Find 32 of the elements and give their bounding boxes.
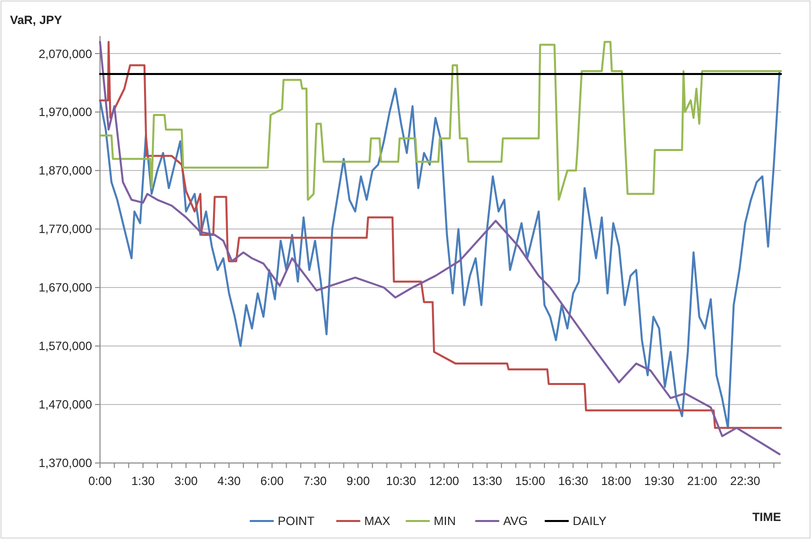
x-tick-label: 21:00	[687, 474, 718, 488]
y-tick-label: 1,470,000	[38, 398, 92, 412]
x-tick-label: 6:00	[260, 474, 284, 488]
legend-label: MIN	[434, 514, 456, 528]
x-tick-label: 4:30	[217, 474, 242, 488]
x-tick-label: 0:00	[88, 474, 112, 488]
line-series	[99, 40, 782, 201]
x-tick-label: 16:30	[558, 474, 588, 488]
x-tick-label: 3:00	[174, 474, 198, 488]
y-tick-label: 1,870,000	[38, 164, 92, 178]
y-tick-label: 1,370,000	[38, 456, 92, 470]
x-tick-label: 15:00	[515, 474, 546, 488]
y-tick-label: 1,970,000	[38, 105, 92, 120]
x-tick-label: 12:00	[429, 474, 460, 488]
x-tick-label: 1:30	[131, 474, 156, 488]
x-tick-label: 9:00	[346, 474, 370, 488]
x-tick-label: 10:30	[386, 474, 416, 488]
legend-label: MAX	[364, 514, 390, 528]
legend-label: DAILY	[572, 514, 607, 528]
y-tick-label: 1,770,000	[38, 222, 92, 236]
y-axis-title: VaR, JPY	[10, 13, 62, 27]
y-tick-label: 1,670,000	[38, 280, 92, 295]
x-tick-label: 19:30	[644, 474, 674, 488]
y-tick-label: 1,570,000	[38, 339, 92, 354]
y-tick-label: 2,070,000	[38, 46, 92, 61]
legend-label: POINT	[278, 514, 316, 528]
x-axis-title: TIME	[752, 510, 781, 524]
x-tick-label: 22:30	[730, 474, 760, 488]
x-tick-label: 13:30	[472, 474, 502, 488]
x-tick-label: 18:00	[601, 474, 632, 488]
legend-label: AVG	[503, 514, 528, 528]
x-tick-label: 7:30	[303, 474, 328, 488]
